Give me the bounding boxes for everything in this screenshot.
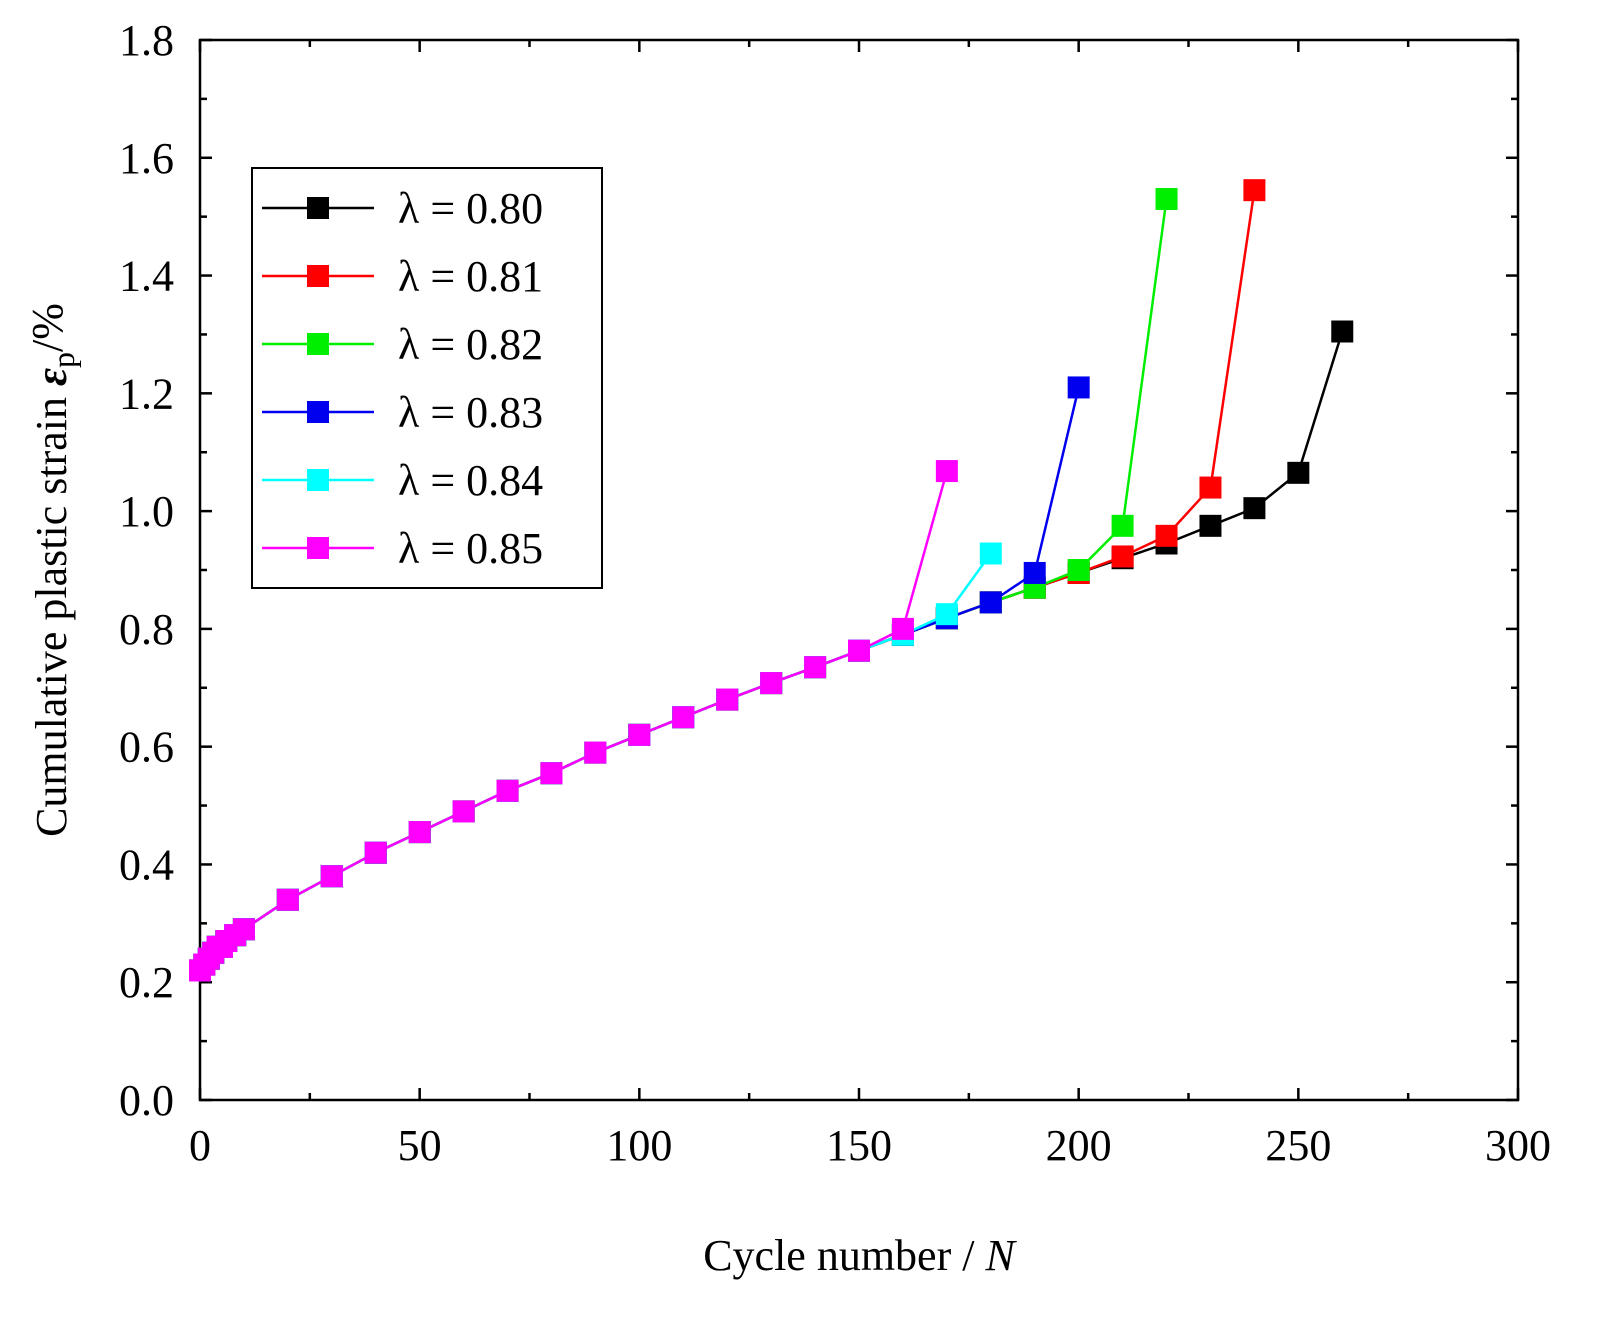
legend-marker	[307, 537, 329, 559]
data-point	[628, 723, 651, 746]
legend-marker	[307, 333, 329, 355]
legend-item: λ = 0.82	[262, 320, 543, 369]
y-tick-label: 1.8	[119, 16, 174, 65]
data-point	[716, 688, 739, 711]
y-tick-label: 0.4	[119, 840, 174, 889]
y-tick-label: 1.6	[119, 134, 174, 183]
data-point	[935, 603, 958, 626]
data-point	[1243, 497, 1266, 520]
legend-marker	[307, 197, 329, 219]
data-point	[496, 779, 519, 802]
legend-label: λ = 0.80	[398, 184, 543, 233]
legend-marker	[307, 401, 329, 423]
legend-box	[251, 167, 603, 589]
x-axis-title-variable: N	[984, 1231, 1017, 1280]
legend-label: λ = 0.82	[398, 320, 543, 369]
legend-item: λ = 0.80	[262, 184, 543, 233]
y-tick-label: 1.2	[119, 369, 174, 418]
legend-label: λ = 0.83	[398, 388, 543, 437]
y-tick-label: 0.8	[119, 605, 174, 654]
data-point	[1199, 514, 1222, 537]
data-point	[804, 656, 827, 679]
legend-label: λ = 0.84	[398, 456, 543, 505]
data-point	[1155, 524, 1178, 547]
y-tick-label: 0.6	[119, 723, 174, 772]
legend-item: λ = 0.83	[262, 388, 543, 437]
data-point	[584, 741, 607, 764]
legend-item: λ = 0.84	[262, 456, 543, 505]
data-point	[408, 821, 431, 844]
x-axis-title: Cycle number / N	[703, 1231, 1017, 1280]
x-tick-label: 200	[1046, 1121, 1112, 1170]
series-layer	[189, 179, 1354, 982]
x-tick-label: 0	[189, 1121, 211, 1170]
data-point	[1243, 179, 1266, 202]
x-tick-label: 100	[606, 1121, 672, 1170]
x-tick-label: 300	[1485, 1121, 1551, 1170]
data-point	[1331, 320, 1354, 343]
data-point	[1023, 561, 1046, 584]
legend-marker	[307, 469, 329, 491]
legend-label: λ = 0.85	[398, 524, 543, 573]
data-point	[320, 865, 343, 888]
data-point	[979, 542, 1002, 565]
y-tick-label: 0.2	[119, 958, 174, 1007]
data-point	[848, 639, 870, 662]
data-point	[364, 841, 387, 864]
y-tick-label: 1.4	[119, 252, 174, 301]
x-tick-label: 50	[398, 1121, 442, 1170]
y-axis-title-subscript: p	[45, 352, 81, 368]
y-axis-title-text: Cumulative plastic strain	[27, 386, 76, 837]
series-5	[189, 460, 958, 982]
x-tick-label: 250	[1265, 1121, 1331, 1170]
data-point	[1199, 476, 1222, 499]
data-point	[891, 617, 914, 640]
data-point	[760, 672, 783, 695]
y-axis-title: Cumulative plastic strain εp/%	[23, 303, 81, 837]
data-point	[1287, 461, 1310, 484]
legend-label: λ = 0.81	[398, 252, 543, 301]
legend: λ = 0.80 λ = 0.81 λ = 0.82 λ = 0.83 λ = 0.84…	[251, 167, 603, 589]
legend-item: λ = 0.81	[262, 252, 543, 301]
axis-ticks	[198, 38, 1520, 1102]
x-axis-title-text: Cycle number /	[703, 1231, 985, 1280]
data-point	[672, 706, 695, 729]
y-tick-label: 0.0	[119, 1076, 174, 1125]
data-point	[935, 460, 958, 483]
data-point	[452, 800, 475, 823]
legend-marker	[307, 265, 329, 287]
y-axis-title-unit: /%	[23, 303, 72, 352]
x-tick-label: 150	[826, 1121, 892, 1170]
y-axis-title-symbol: ε	[27, 368, 76, 386]
tick-labels: 0 50 100 150 200 250 300 0.0 0.2 0.4 0.6 0.8 1.0 1.2 1…	[119, 16, 1551, 1170]
legend-item: λ = 0.85	[262, 524, 543, 573]
data-point	[1155, 188, 1178, 210]
data-point	[979, 591, 1002, 614]
data-point	[276, 888, 299, 911]
data-point	[1111, 545, 1134, 568]
data-point	[232, 918, 255, 941]
y-tick-label: 1.0	[119, 487, 174, 536]
data-point	[1067, 376, 1090, 399]
data-point	[540, 762, 563, 785]
data-point	[1111, 514, 1134, 537]
data-point	[1067, 559, 1090, 581]
